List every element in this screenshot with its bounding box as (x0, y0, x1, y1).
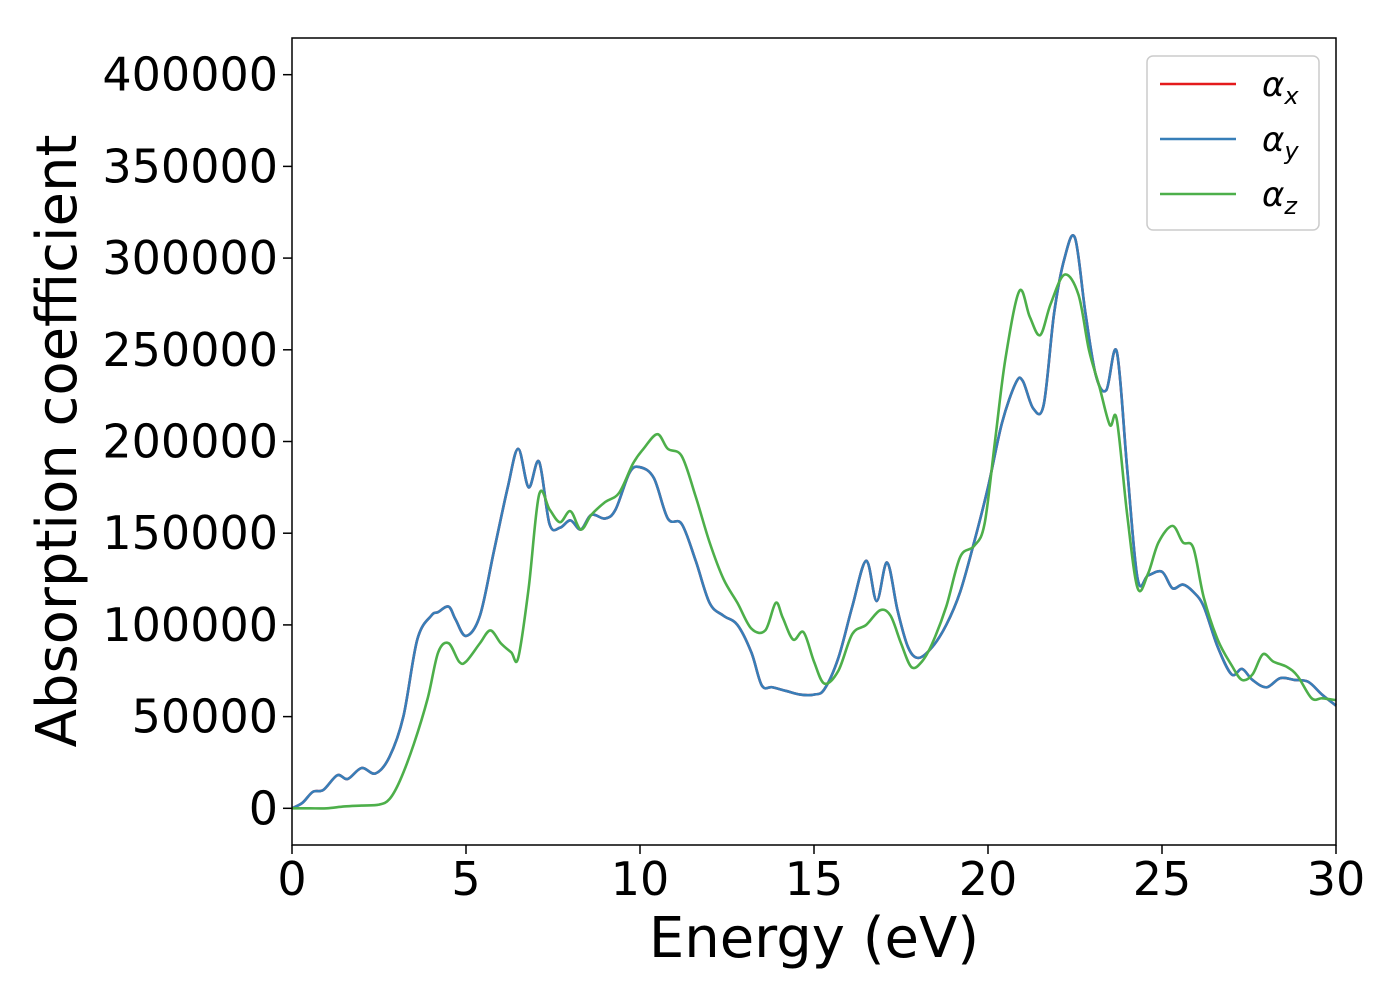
x-tick-label: 5 (451, 852, 480, 906)
y-tick-label: 300000 (102, 231, 278, 285)
x-axis-label: Energy (eV) (649, 906, 979, 971)
series-line-y (291, 234, 1337, 810)
x-tick-label: 25 (1133, 852, 1192, 906)
y-tick-label: 100000 (102, 598, 278, 652)
series-lines (291, 234, 1337, 810)
legend-box (1146, 55, 1320, 231)
x-tick-label: 15 (785, 852, 844, 906)
x-tick-label: 10 (611, 852, 670, 906)
y-axis-label: Absorption coefficient (25, 135, 90, 748)
series-line-x (291, 234, 1337, 810)
series-line-z (292, 273, 1337, 810)
y-tick-label: 150000 (102, 506, 278, 560)
y-tick-label: 350000 (102, 139, 278, 193)
y-axis-ticks: 0 50000 100000 150000 200000 250000 300000 3500… (102, 48, 292, 835)
y-tick-label: 250000 (102, 323, 278, 377)
x-tick-label: 20 (959, 852, 1018, 906)
x-tick-label: 0 (277, 852, 306, 906)
y-tick-label: 400000 (102, 48, 278, 102)
x-tick-label: 30 (1307, 852, 1366, 906)
y-tick-label: 50000 (132, 690, 278, 744)
x-axis-ticks: 0 5 10 15 20 25 30 (277, 845, 1365, 906)
y-tick-label: 200000 (102, 415, 278, 469)
y-tick-label: 0 (249, 781, 278, 835)
